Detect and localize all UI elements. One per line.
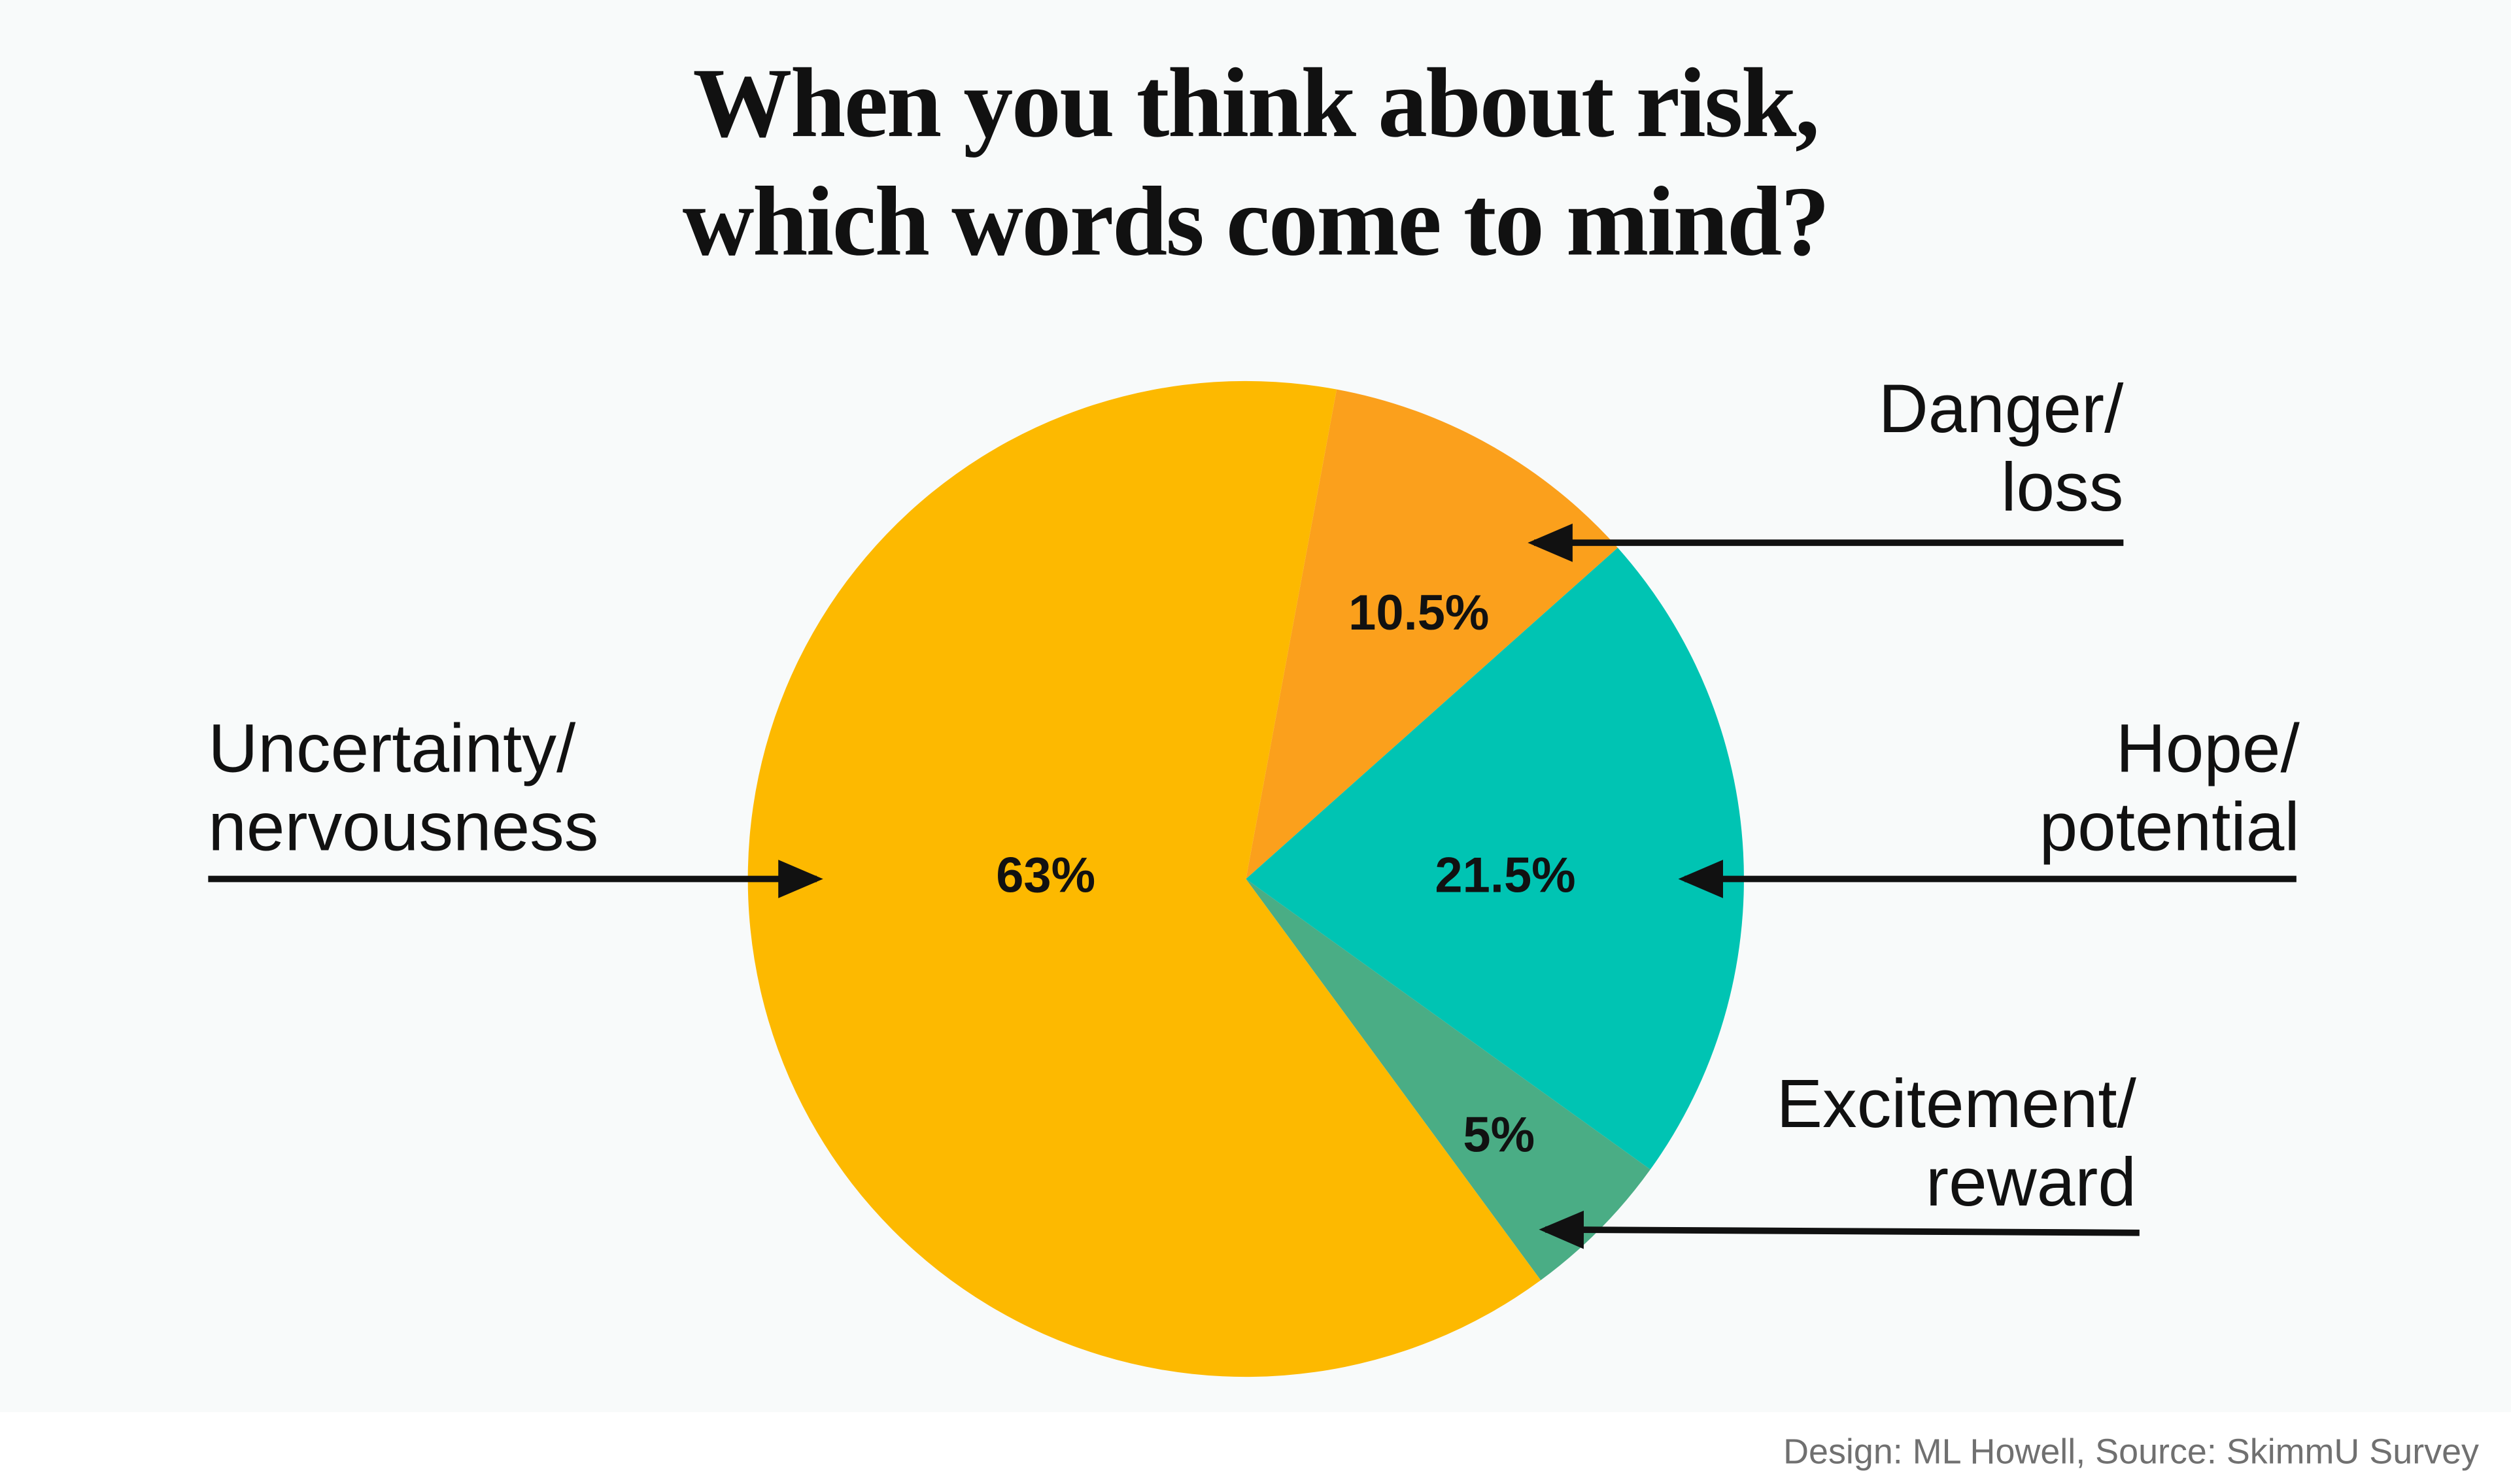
- leader-arrow: [1539, 1210, 2140, 1249]
- value-label: 21.5%: [1435, 848, 1575, 903]
- category-label: Uncertainty/ nervousness: [208, 711, 599, 866]
- pie-slice: [747, 380, 1541, 1377]
- category-label: Hope/ potential: [2039, 711, 2300, 866]
- source-note: Design: ML Howell, Source: SkimmU Survey: [1783, 1431, 2480, 1472]
- value-label: 5%: [1463, 1107, 1535, 1162]
- category-label: Danger/ loss: [1878, 371, 2124, 527]
- category-label: Excitement/ reward: [1776, 1066, 2136, 1222]
- pie-slice: [1246, 389, 1618, 879]
- pie-slice: [1246, 879, 1650, 1281]
- pie-slice: [1246, 547, 1744, 1170]
- value-label: 10.5%: [1348, 585, 1489, 641]
- value-label: 63%: [996, 848, 1095, 903]
- chart-title: When you think about risk, which words c…: [682, 49, 1830, 277]
